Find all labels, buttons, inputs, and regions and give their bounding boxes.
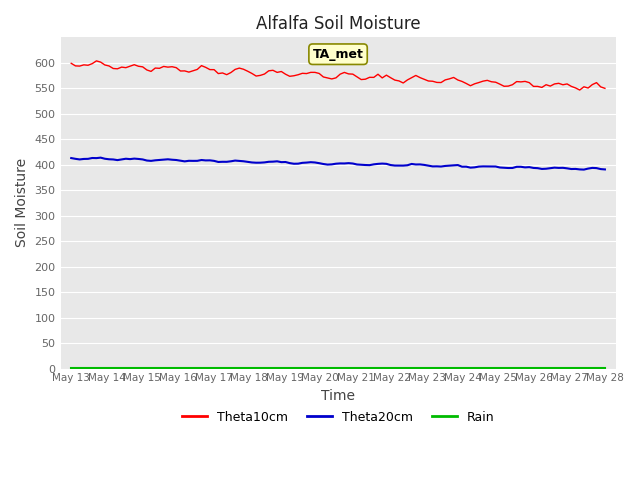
Y-axis label: Soil Moisture: Soil Moisture xyxy=(15,158,29,248)
X-axis label: Time: Time xyxy=(321,389,355,403)
Legend: Theta10cm, Theta20cm, Rain: Theta10cm, Theta20cm, Rain xyxy=(177,406,499,429)
Title: Alfalfa Soil Moisture: Alfalfa Soil Moisture xyxy=(256,15,420,33)
Text: TA_met: TA_met xyxy=(312,48,364,60)
